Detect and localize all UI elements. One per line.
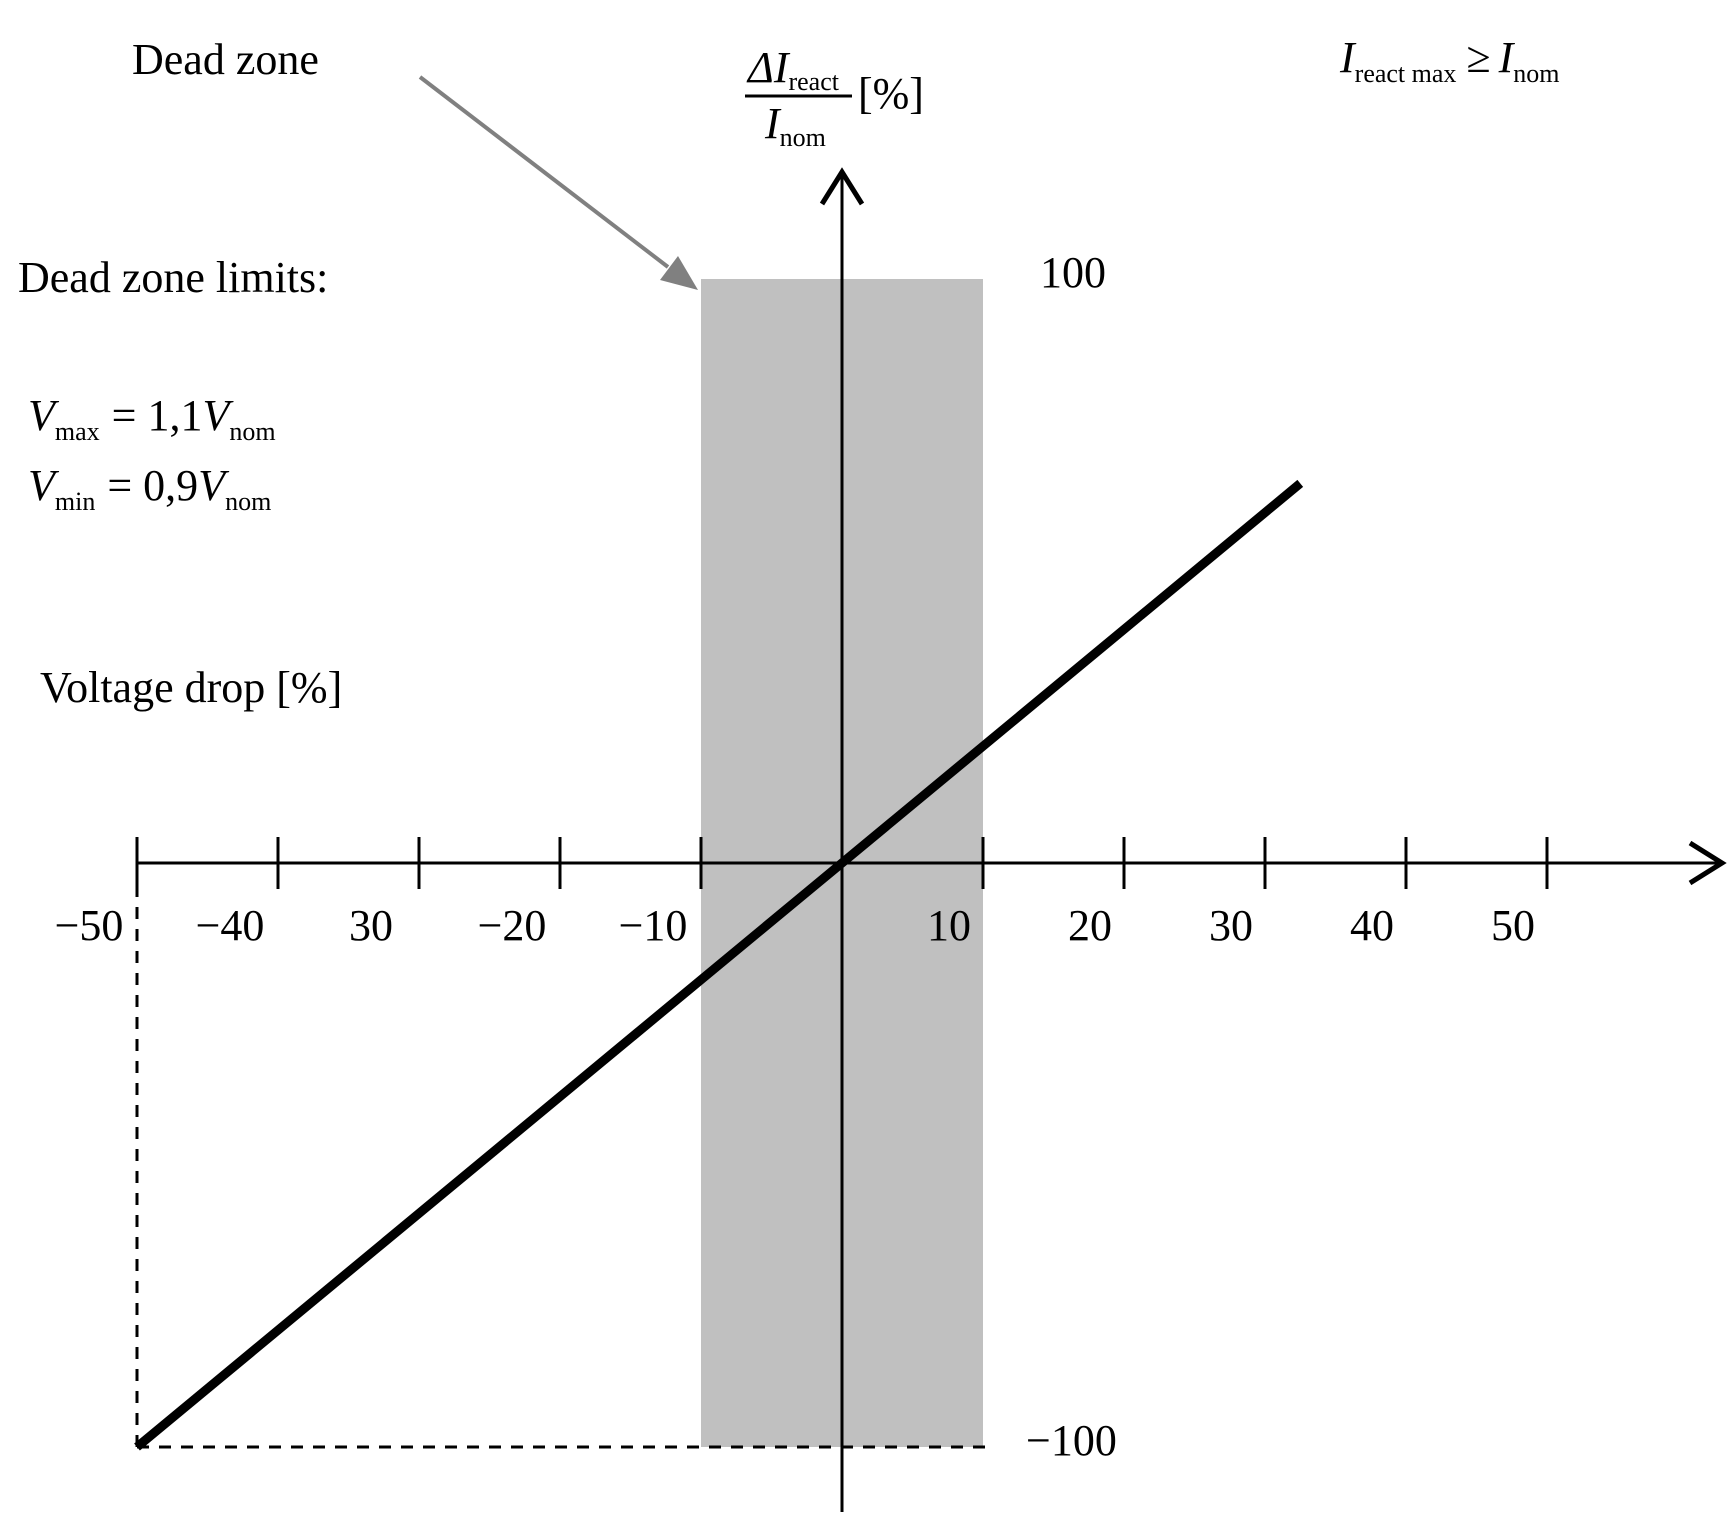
dead-zone-arrow (418, 75, 698, 290)
y-axis: 100 −100 (819, 167, 1117, 1512)
x-axis-arrowhead (1688, 840, 1727, 886)
dead-zone-arrow-head (660, 256, 698, 290)
dead-zone-limits-label: Dead zone limits: (18, 253, 328, 302)
series-line (134, 479, 1304, 1451)
x-tick-label: 50 (1491, 901, 1535, 950)
x-tick-label: 20 (1068, 901, 1112, 950)
x-axis-label: Voltage drop [%] (40, 663, 342, 712)
y-axis-label-denominator: Inom (764, 99, 826, 152)
series-layer (134, 479, 1304, 1451)
y-ticks: 100 −100 (1026, 248, 1117, 1465)
vmin-equation: Vmin = 0,9Vnom (28, 461, 271, 516)
dead-zone-label: Dead zone (132, 35, 319, 84)
x-tick-label: −10 (619, 901, 688, 950)
y-axis-arrowhead (819, 167, 865, 206)
y-axis-label: ΔIreact Inom [%] (745, 43, 924, 152)
vmax-equation: Vmax = 1,1Vnom (28, 391, 276, 446)
x-tick-label: 40 (1350, 901, 1394, 950)
y-tick-label: 100 (1040, 248, 1106, 297)
condition-equation: Ireact max ≥ Inom (1339, 33, 1559, 88)
x-ticks: −50 −40 30 −20 −10 10 20 30 40 50 (55, 837, 1549, 950)
y-axis-label-unit: [%] (858, 69, 924, 118)
x-tick-label: −20 (478, 901, 547, 950)
x-tick-label: −50 (55, 901, 124, 950)
x-axis: −50 −40 30 −20 −10 10 20 30 40 50 (55, 837, 1727, 950)
x-tick-label: 30 (1209, 901, 1253, 950)
x-tick-label: 30 (349, 901, 393, 950)
x-tick-label: −40 (196, 901, 265, 950)
dead-zone-arrow-shaft (418, 75, 670, 269)
y-axis-label-numerator: ΔIreact (746, 43, 840, 96)
x-tick-label: 10 (927, 901, 971, 950)
y-tick-label: −100 (1026, 1416, 1117, 1465)
